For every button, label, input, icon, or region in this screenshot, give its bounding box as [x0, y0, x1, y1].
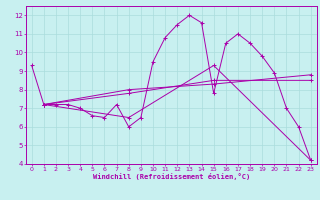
X-axis label: Windchill (Refroidissement éolien,°C): Windchill (Refroidissement éolien,°C)	[92, 173, 250, 180]
